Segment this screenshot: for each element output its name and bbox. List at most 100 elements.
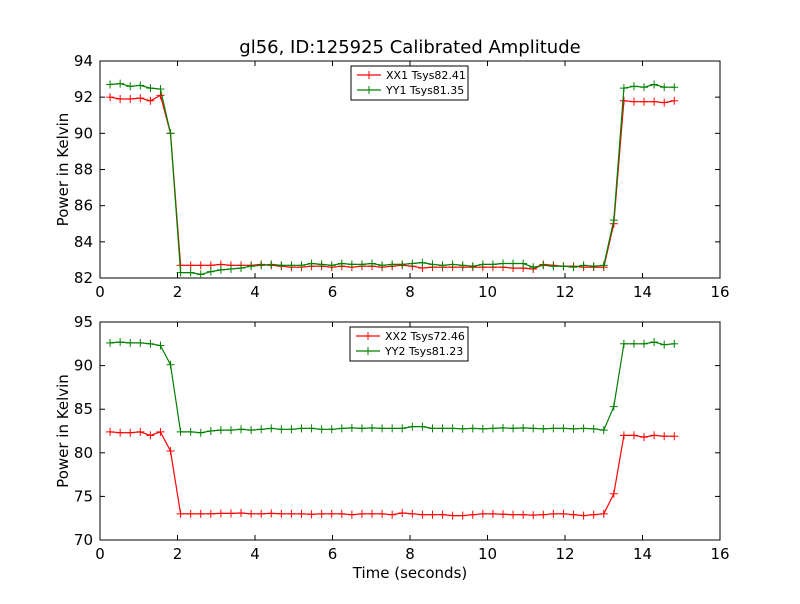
- data-point: [408, 422, 417, 431]
- data-point: [206, 427, 215, 435]
- x-tick-label: 0: [95, 545, 105, 563]
- x-tick-label: 8: [405, 283, 415, 301]
- y-axis-label: Power in Kelvin: [54, 374, 72, 488]
- data-point: [629, 82, 638, 91]
- data-point: [156, 85, 165, 94]
- series-line-1: [110, 431, 675, 517]
- data-point: [196, 509, 205, 518]
- data-point: [589, 510, 598, 519]
- data-point: [670, 432, 679, 441]
- data-point: [670, 339, 679, 348]
- data-point: [357, 424, 366, 433]
- data-point: [640, 97, 649, 106]
- data-point: [569, 424, 578, 433]
- data-point: [448, 511, 457, 520]
- data-point: [337, 424, 346, 433]
- legend-entry: YY2 Tsys81.23: [356, 345, 463, 358]
- data-point: [670, 83, 679, 92]
- data-point: [499, 510, 507, 519]
- x-tick-label: 2: [173, 545, 183, 563]
- data-point: [418, 510, 427, 519]
- data-point: [226, 264, 235, 273]
- data-point: [529, 424, 538, 433]
- data-point: [448, 260, 457, 269]
- series-line-2: [110, 82, 675, 276]
- data-point: [368, 423, 377, 432]
- data-point: [247, 426, 256, 435]
- data-point: [186, 261, 195, 270]
- data-point: [277, 261, 286, 270]
- data-point: [206, 509, 215, 518]
- legend-label: YY2 Tsys81.23: [384, 345, 463, 358]
- data-point: [237, 264, 246, 273]
- data-point: [569, 263, 578, 272]
- data-point: [509, 510, 518, 519]
- legend-box: [349, 326, 469, 362]
- data-point: [428, 510, 437, 519]
- data-point: [398, 260, 407, 269]
- data-point: [106, 427, 115, 436]
- data-point: [196, 261, 205, 270]
- data-point: [660, 432, 669, 441]
- data-point: [650, 97, 659, 106]
- data-point: [176, 427, 185, 436]
- x-tick-label: 6: [328, 283, 338, 301]
- data-point: [307, 259, 316, 268]
- x-tick-label: 4: [250, 283, 260, 301]
- data-point: [579, 424, 588, 433]
- data-point: [650, 431, 659, 440]
- data-point: [247, 262, 256, 271]
- chart-title: gl56, ID:125925 Calibrated Amplitude: [239, 37, 580, 58]
- data-point: [287, 261, 296, 270]
- data-point: [136, 338, 145, 347]
- data-point: [226, 426, 235, 435]
- legend-entry: YY1 Tsys81.35: [357, 84, 464, 97]
- x-tick-label: 4: [250, 545, 260, 563]
- data-point: [378, 509, 387, 518]
- data-point: [176, 509, 185, 518]
- data-point: [660, 340, 669, 349]
- data-point: [146, 84, 155, 93]
- data-point: [438, 510, 447, 519]
- data-point: [186, 268, 195, 277]
- data-point: [398, 508, 407, 517]
- data-point: [388, 424, 397, 433]
- data-point: [619, 431, 628, 440]
- data-point: [619, 96, 628, 105]
- data-point: [347, 423, 356, 432]
- data-point: [226, 509, 235, 518]
- data-point: [468, 262, 477, 271]
- x-axis-label: Time (seconds): [352, 564, 468, 582]
- data-point: [609, 216, 618, 225]
- data-point: [619, 84, 628, 93]
- legend-label: XX2 Tsys72.46: [385, 330, 465, 343]
- data-point: [549, 424, 558, 433]
- data-point: [418, 258, 427, 267]
- data-point: [398, 424, 407, 433]
- legend: XX2 Tsys72.46 YY2 Tsys81.23: [349, 326, 469, 362]
- data-point: [448, 424, 457, 433]
- data-point: [327, 261, 336, 270]
- y-tick-label: 90: [74, 124, 93, 142]
- data-point: [317, 425, 326, 434]
- data-point: [146, 96, 155, 105]
- data-point: [327, 425, 336, 434]
- data-point: [478, 260, 487, 269]
- legend-entry: XX2 Tsys72.46: [356, 330, 465, 343]
- data-point: [126, 82, 135, 91]
- data-point: [650, 80, 659, 89]
- data-point: [549, 262, 558, 271]
- data-point: [478, 424, 487, 433]
- data-point: [156, 341, 165, 350]
- data-point: [529, 263, 538, 272]
- data-point: [509, 424, 518, 433]
- data-point: [438, 261, 447, 270]
- y-tick-label: 86: [74, 197, 93, 215]
- y-tick-label: 84: [74, 233, 93, 251]
- data-point: [337, 259, 346, 268]
- data-point: [126, 338, 135, 347]
- data-point: [418, 422, 427, 431]
- data-point: [559, 509, 568, 518]
- data-point: [166, 129, 175, 138]
